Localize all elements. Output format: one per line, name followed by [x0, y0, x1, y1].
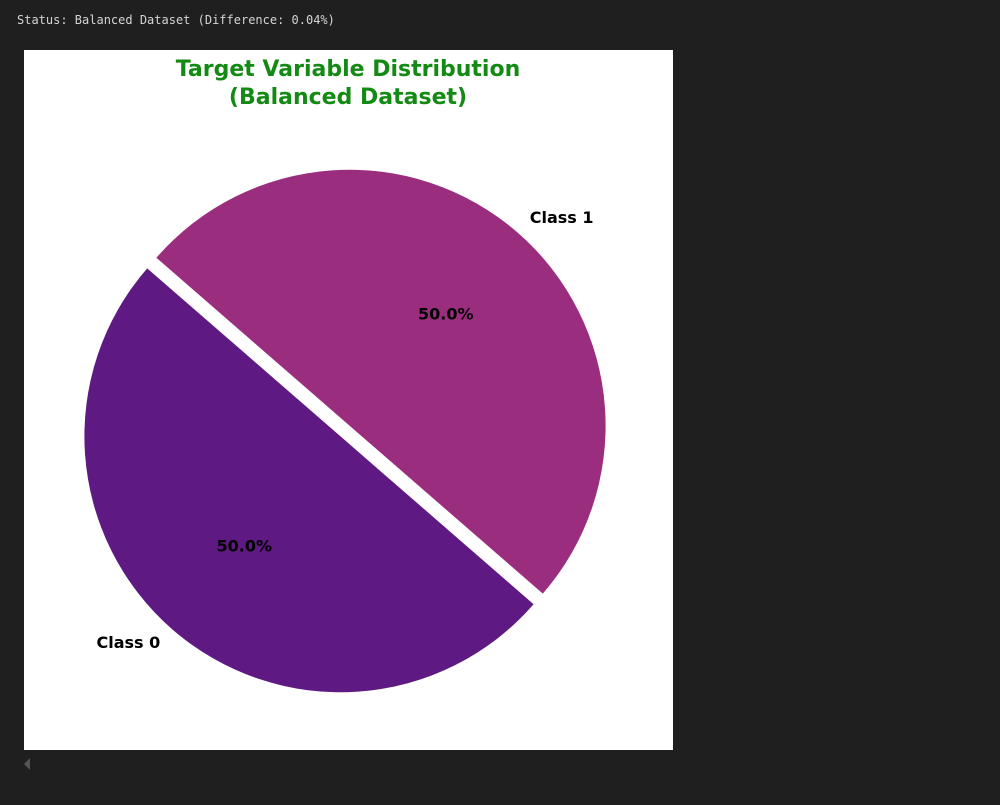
slice-label: Class 1 — [530, 208, 594, 227]
pie-slice — [156, 169, 606, 594]
scroll-arrow[interactable] — [20, 755, 40, 775]
value-label: 50.0% — [216, 536, 272, 555]
chart: Target Variable Distribution (Balanced D… — [84, 57, 606, 693]
chart-title: Target Variable Distribution — [176, 57, 521, 82]
slice-label: Class 0 — [96, 633, 160, 652]
value-label: 50.0% — [418, 305, 474, 324]
pie-slice — [84, 268, 534, 693]
chart-title: (Balanced Dataset) — [229, 85, 467, 110]
chart-panel: Target Variable Distribution (Balanced D… — [24, 50, 673, 750]
status-text: Status: Balanced Dataset (Difference: 0.… — [17, 13, 335, 27]
